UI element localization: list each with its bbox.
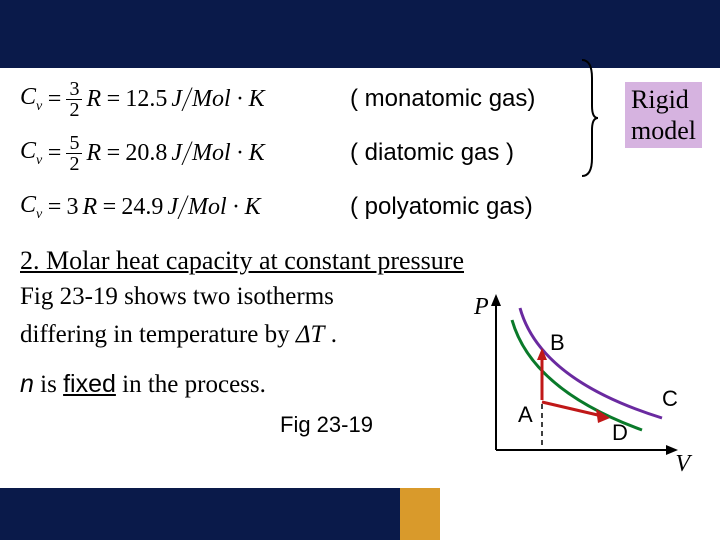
section-heading: 2. Molar heat capacity at constant press…	[20, 246, 700, 276]
formula-polyatomic: Cv = 3 R= 24.9 J⁄Mol · K	[20, 186, 350, 228]
axis-label-p: P	[474, 294, 489, 321]
footer-accent	[400, 488, 440, 540]
formula-diatomic: Cv = 52 R= 20.8 J⁄Mol · K	[20, 132, 350, 174]
footer-bar	[0, 488, 400, 540]
delta-t-symbol: ΔT	[296, 321, 325, 348]
point-b: B	[550, 330, 565, 356]
pv-chart: P V B A C D	[462, 290, 692, 480]
point-a: A	[518, 402, 533, 428]
label-diatomic: ( diatomic gas )	[350, 139, 514, 167]
label-polyatomic: ( polyatomic gas)	[350, 193, 533, 221]
rigid-model-callout: Rigidmodel	[625, 82, 702, 148]
axis-label-v: V	[675, 451, 690, 478]
point-c: C	[662, 386, 678, 412]
brace-icon	[578, 58, 600, 178]
point-d: D	[612, 420, 628, 446]
formula-monatomic: Cv = 32 R= 12.5 J⁄Mol · K	[20, 78, 350, 120]
equation-polyatomic: Cv = 3 R= 24.9 J⁄Mol · K ( polyatomic ga…	[20, 186, 700, 228]
label-monatomic: ( monatomic gas)	[350, 85, 535, 113]
figure-caption: Fig 23-19	[280, 412, 373, 438]
header-bar	[0, 0, 720, 68]
